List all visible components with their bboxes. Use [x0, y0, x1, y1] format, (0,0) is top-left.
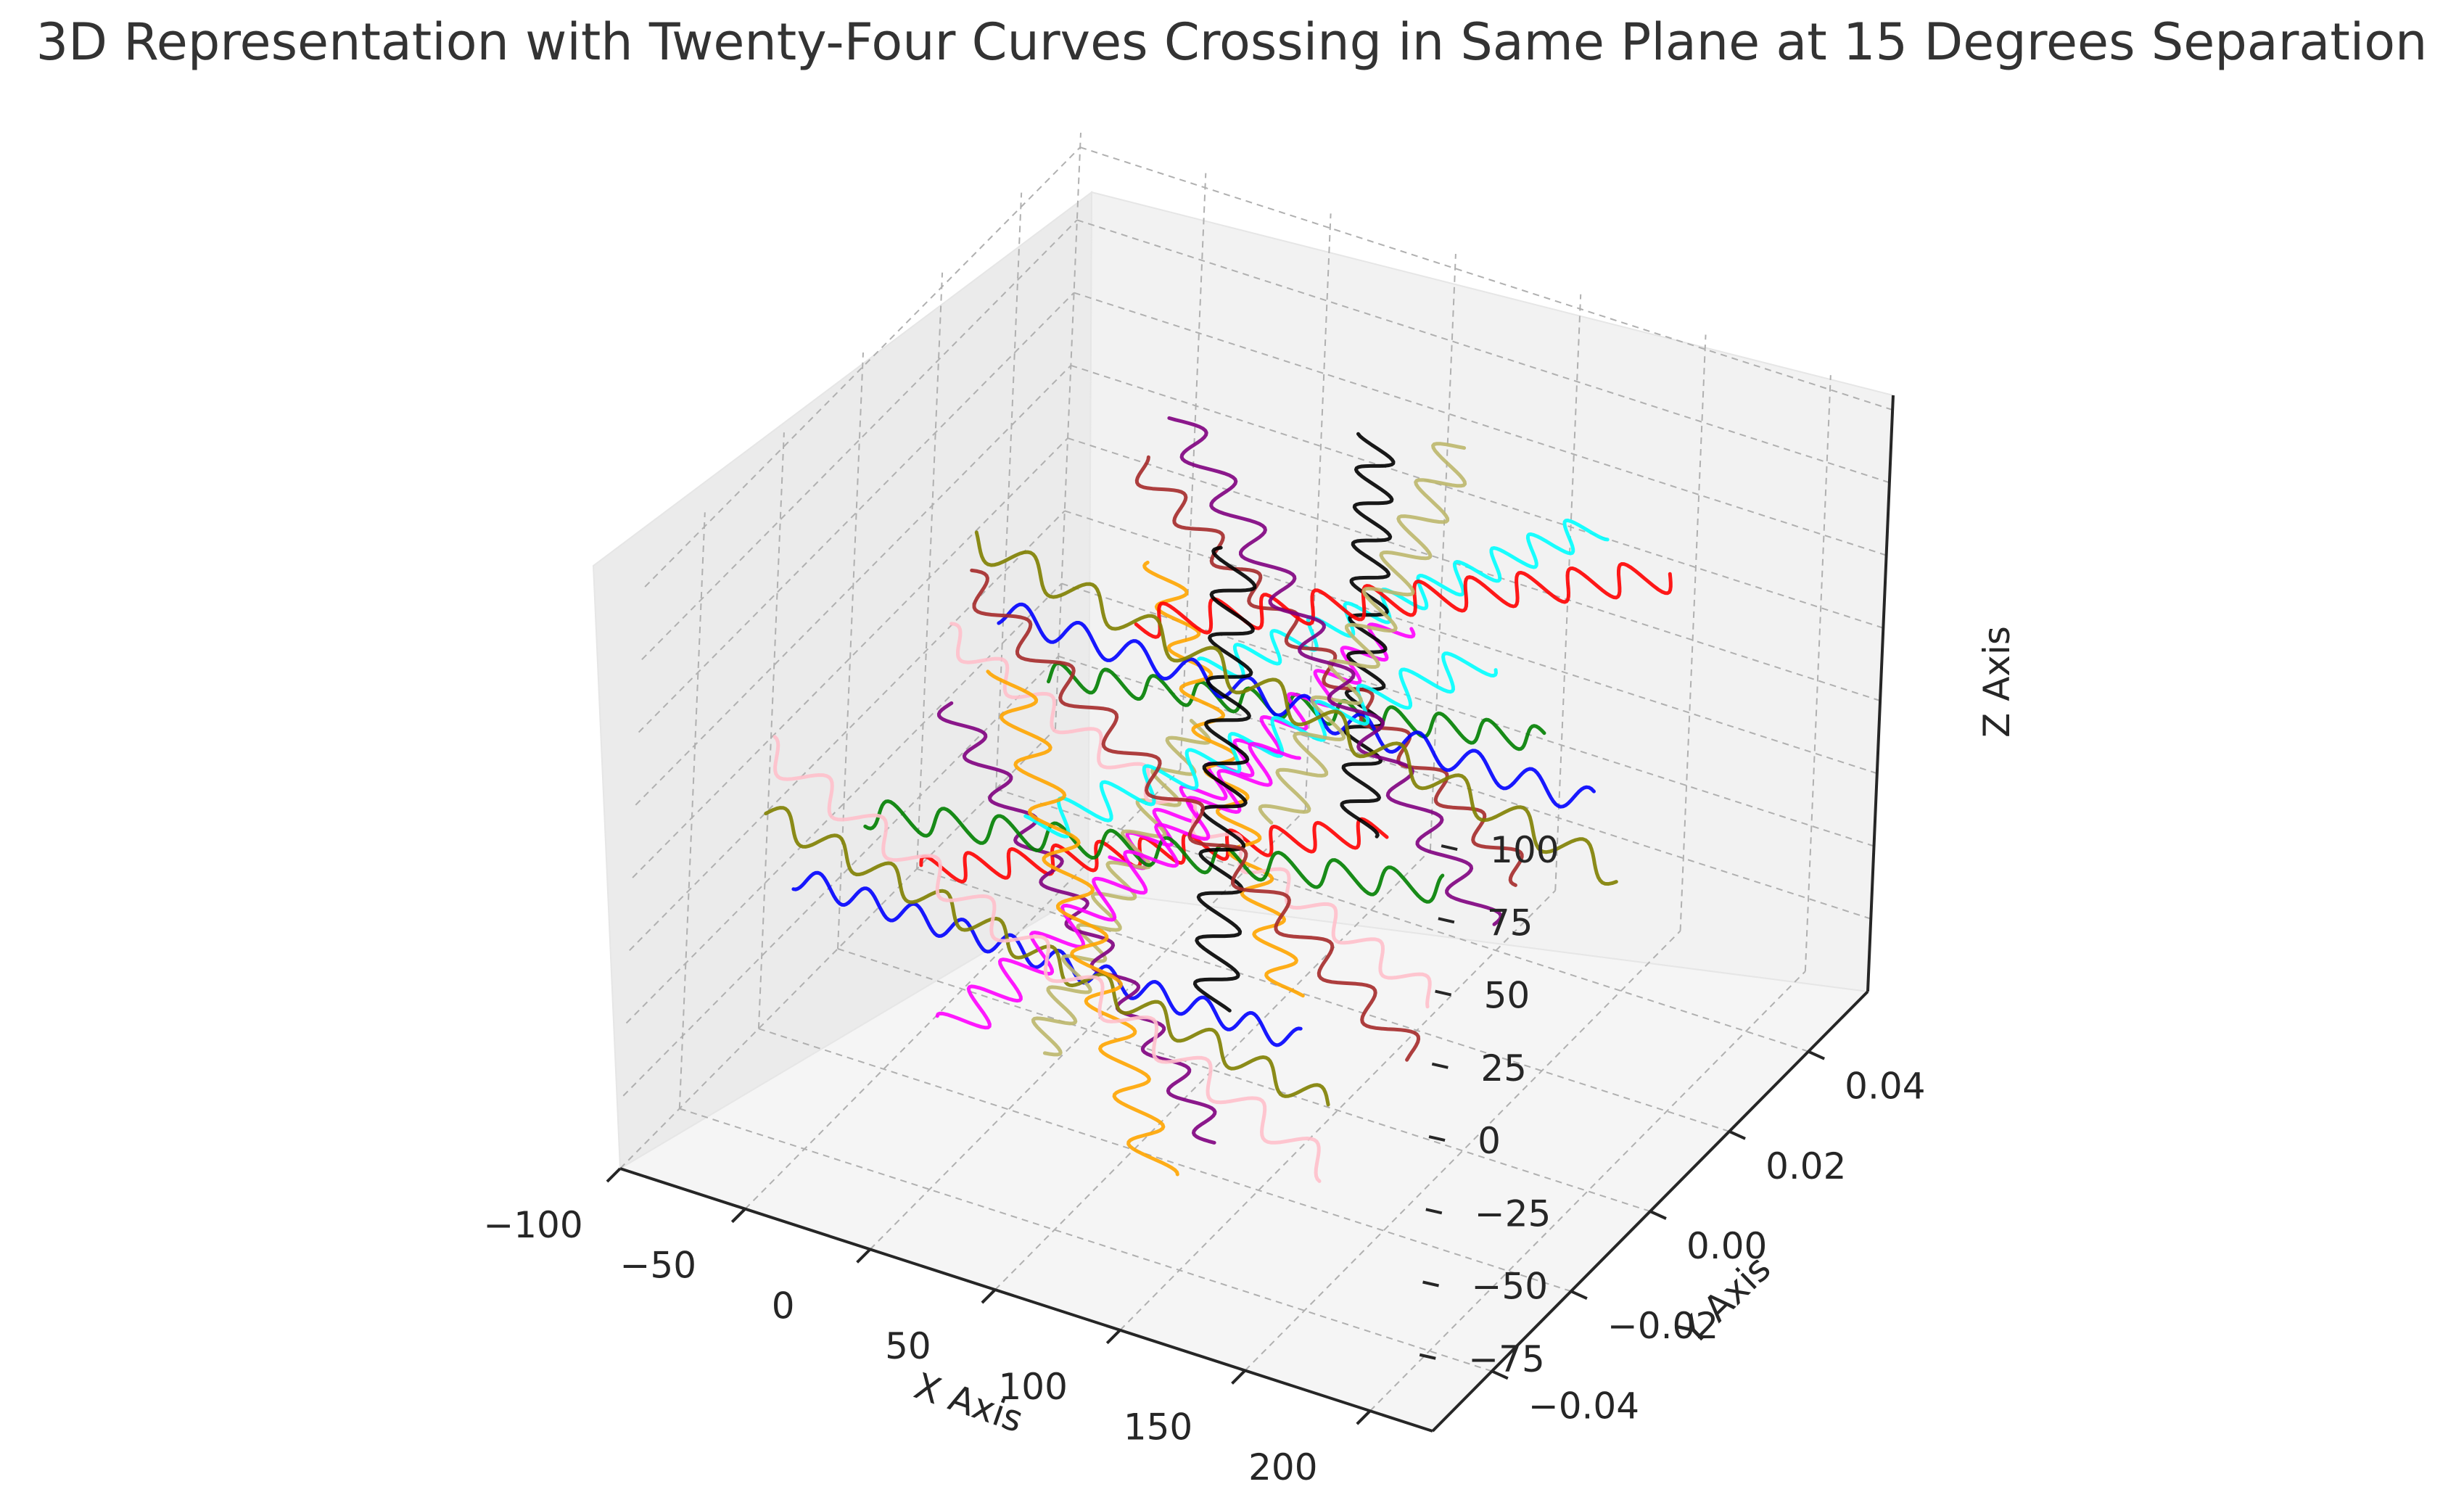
grid-line-z-side [629, 510, 1066, 951]
x-tick-label: 100 [999, 1366, 1068, 1408]
z-tick-mark [1419, 1353, 1436, 1360]
y-tick-label: 0.02 [1765, 1145, 1846, 1187]
y-tick-label: 0.00 [1686, 1225, 1767, 1267]
curve-19 [1192, 545, 1257, 1013]
z-tick-label: −75 [1468, 1338, 1545, 1380]
curve-17 [935, 741, 1301, 1030]
grid-line-x-floor [1119, 890, 1556, 1331]
grid-line-z-side [638, 292, 1075, 733]
grid-line-z-side [641, 219, 1078, 660]
z-axis-label: Z Axis [1976, 626, 2018, 738]
x-axis-line [619, 1167, 1433, 1433]
x-tick-label: 50 [885, 1325, 931, 1367]
y-tick-mark [1808, 1050, 1826, 1060]
grid-line-y-floor [837, 948, 1651, 1212]
x-tick-mark [1105, 1329, 1121, 1345]
x-tick-mark [606, 1167, 622, 1183]
grid-line-x-floor [744, 768, 1182, 1210]
curve-14 [863, 799, 1445, 904]
z-axis-line [1866, 395, 1895, 992]
y-tick-mark [1570, 1290, 1588, 1301]
curve-10 [1134, 455, 1524, 887]
grid-line-z-back [1067, 437, 1881, 701]
curve-5 [1108, 622, 1416, 870]
z-tick-mark [1428, 1135, 1446, 1142]
grid-line-y-floor [679, 1108, 1493, 1372]
grid-line-x-floor [994, 849, 1431, 1290]
x-tick-label: −50 [620, 1245, 697, 1287]
x-tick-mark [1231, 1369, 1246, 1385]
grid-line-z-back [1074, 292, 1887, 556]
grid-line-z-back [1064, 510, 1878, 775]
z-tick-label: 0 [1478, 1120, 1501, 1162]
y-tick-mark [1728, 1129, 1746, 1140]
x-tick-label: −100 [483, 1204, 582, 1246]
curve-20 [986, 669, 1179, 1177]
grid-line-z-side [635, 365, 1072, 806]
grid-line-z-side [622, 656, 1059, 1097]
x-tick-label: 150 [1124, 1406, 1192, 1448]
grid-line-z-back [1076, 219, 1890, 484]
z-tick-mark [1425, 1208, 1443, 1215]
grid-line-x-floor [1369, 971, 1806, 1412]
grid-line-z-side [625, 582, 1063, 1024]
y-tick-label: 0.04 [1845, 1066, 1925, 1108]
curve-9 [936, 701, 1217, 1145]
z-tick-mark [1422, 1280, 1439, 1287]
curve-11 [949, 622, 1432, 1009]
grid-line-x-floor [1244, 930, 1681, 1372]
y-tick-label: −0.04 [1528, 1385, 1639, 1427]
chart-title: 3D Representation with Twenty-Four Curve… [36, 12, 2428, 72]
grid-line-y-floor [916, 868, 1730, 1132]
grid-line-x-floor [619, 728, 1056, 1169]
curve-23 [772, 735, 1322, 1183]
x-tick-mark [856, 1248, 872, 1264]
grid-line-z-back [1079, 147, 1893, 411]
grid-line-z-side [644, 147, 1081, 588]
x-tick-mark [730, 1208, 746, 1224]
curve-18 [1258, 442, 1467, 825]
curve-13 [997, 602, 1596, 809]
x-tick-label: 0 [772, 1285, 795, 1327]
curve-2 [1047, 661, 1546, 751]
z-tick-mark [1441, 844, 1458, 851]
grid-line-z-side [632, 437, 1068, 878]
z-tick-mark [1438, 917, 1455, 924]
axis-ticks: −100 −50 0 50 100 150 200 −0.04 −0.02 0.00 0.02 0.0… [483, 829, 1925, 1488]
z-tick-label: 75 [1487, 902, 1533, 944]
grid-line-y-floor [758, 1028, 1572, 1293]
curve-21 [1167, 416, 1503, 926]
z-tick-label: 100 [1490, 829, 1559, 871]
y-tick-mark [1649, 1210, 1667, 1220]
z-tick-mark [1431, 1062, 1449, 1069]
curve-12 [764, 806, 1330, 1107]
curve-16 [1023, 651, 1498, 839]
y-tick-label: −0.02 [1607, 1305, 1718, 1347]
curve-7 [1340, 432, 1396, 839]
x-tick-label: 200 [1248, 1446, 1317, 1488]
grid-line-z-back [1071, 364, 1884, 629]
curve-4 [1197, 519, 1610, 680]
z-tick-label: 50 [1484, 975, 1530, 1017]
z-tick-label: −25 [1475, 1192, 1552, 1235]
x-tick-mark [981, 1288, 997, 1304]
z-tick-mark [1435, 989, 1452, 997]
z-tick-label: 25 [1480, 1047, 1527, 1089]
x-tick-mark [1356, 1409, 1372, 1425]
curve-24 [974, 530, 1618, 886]
y-tick-mark [1491, 1369, 1509, 1380]
curve-22 [970, 568, 1421, 1062]
z-tick-label: −50 [1472, 1266, 1549, 1308]
curve-group [764, 416, 1673, 1183]
